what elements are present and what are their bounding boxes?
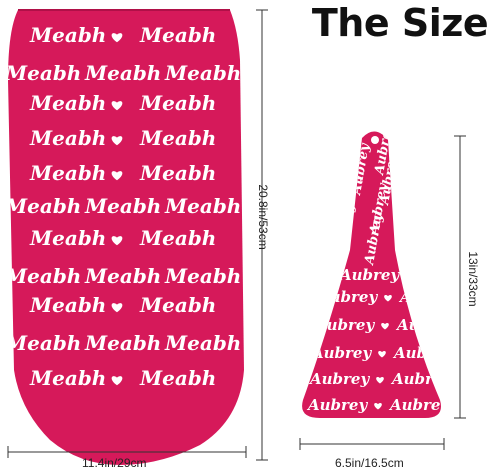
name-print: Meabh	[164, 194, 241, 218]
name-print: Meabh	[164, 61, 241, 85]
heart-icon	[374, 402, 382, 410]
name-print: Meabh	[84, 264, 161, 288]
name-print: Meabh	[29, 91, 106, 115]
name-print: Meabh	[139, 23, 216, 47]
heart-icon	[376, 376, 384, 384]
heart-icon	[111, 376, 123, 386]
name-print: Aubrey	[310, 344, 372, 362]
name-print: Meabh	[139, 91, 216, 115]
name-print: Meabh	[139, 366, 216, 390]
name-print: Meabh	[164, 331, 241, 355]
heart-icon	[378, 350, 386, 358]
name-print: Meabh	[139, 126, 216, 150]
name-print: Aubrey	[316, 288, 378, 306]
name-print: Aubrey	[308, 370, 370, 388]
heart-icon	[115, 4, 125, 9]
name-print: Aubrey	[395, 316, 457, 334]
heart-icon	[111, 136, 123, 146]
sleep-sack-height-label: 20.8in/53cm	[256, 184, 270, 250]
name-print: Meabh	[4, 61, 81, 85]
name-print: Meabh	[29, 293, 106, 317]
heart-icon	[111, 171, 123, 181]
name-print: Meabh	[4, 264, 81, 288]
name-print: Meabh	[139, 293, 216, 317]
name-print: Aubrey	[390, 370, 452, 388]
name-print: Aubrey	[398, 288, 460, 306]
heart-icon	[111, 236, 123, 246]
name-print: Meabh	[139, 161, 216, 185]
name-print: Meabh	[4, 194, 81, 218]
name-print: Meabh	[4, 331, 81, 355]
name-print: Meabh	[29, 226, 106, 250]
name-print: Meabh	[84, 331, 161, 355]
hat-body	[302, 131, 441, 418]
name-print: Aubrey	[313, 316, 375, 334]
hat-height-label: 13in/33cm	[466, 251, 480, 307]
name-print: Aubrey	[306, 396, 368, 414]
heart-icon	[111, 303, 123, 313]
heart-icon	[406, 272, 414, 280]
name-print: Aubrey	[392, 344, 454, 362]
name-print: Meabh	[164, 264, 241, 288]
sleep-sack-body	[8, 10, 244, 465]
name-print: Aubrey	[338, 266, 400, 284]
name-print: Meabh	[84, 194, 161, 218]
name-print: Meabh	[29, 23, 106, 47]
heart-icon	[111, 101, 123, 111]
name-print: Meabh	[139, 226, 216, 250]
page-title: The Size	[311, 1, 489, 45]
sleep-sack-width-label: 11.4in/29cm	[82, 456, 147, 470]
name-print: Meabh	[29, 161, 106, 185]
name-print: Meabh	[84, 61, 161, 85]
heart-icon	[381, 322, 389, 330]
name-print: Meabh	[29, 366, 106, 390]
name-print: Meabh	[29, 126, 106, 150]
hat-width-label: 6.5in/16.5cm	[335, 456, 404, 470]
heart-icon	[384, 294, 392, 302]
heart-icon	[371, 136, 379, 144]
heart-icon	[111, 33, 123, 43]
name-print: Aubrey	[388, 396, 450, 414]
